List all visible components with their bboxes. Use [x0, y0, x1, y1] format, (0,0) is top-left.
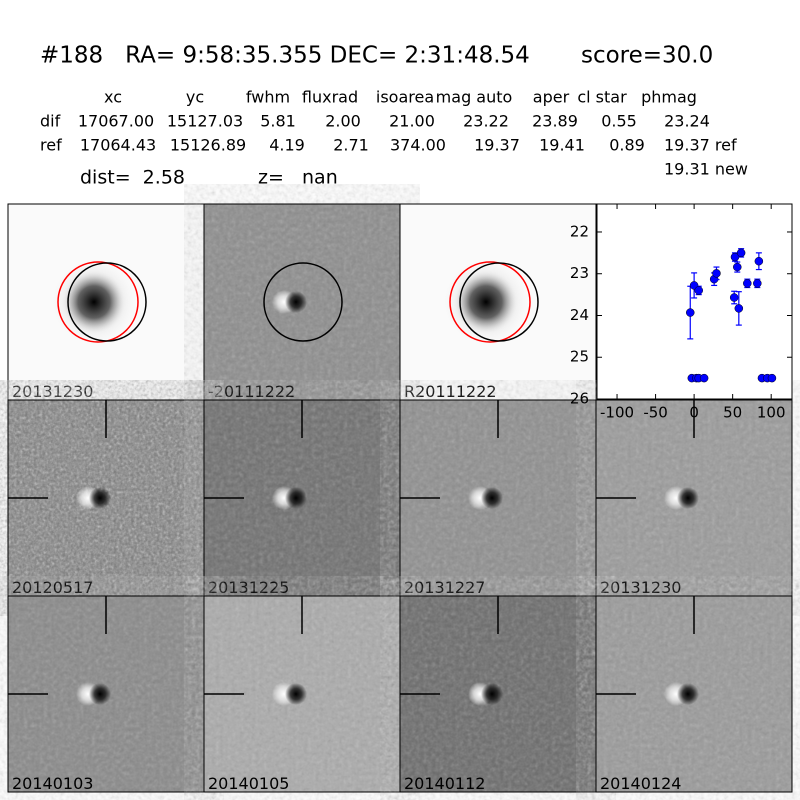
stamp: -20111222 [203, 203, 401, 401]
point [743, 279, 752, 288]
stamp: 20120517 [7, 399, 205, 597]
cell: 19.37 [474, 136, 520, 155]
column-header: phmag [641, 88, 697, 107]
stamp: 20140112 [399, 595, 597, 793]
stamp: 20140105 [203, 595, 401, 793]
stamp-label: 20131227 [404, 578, 485, 597]
cell: 23.89 [532, 112, 578, 131]
x-tick-label: -50 [643, 404, 668, 422]
x-tick-label: 100 [757, 404, 786, 422]
stamp: 20131227 [399, 399, 597, 597]
stamp-label: 20140124 [600, 774, 681, 793]
cell: 0.55 [601, 112, 637, 131]
stamp-label: 20140103 [12, 774, 93, 793]
row-label: dif [40, 112, 61, 131]
plot-area [596, 203, 793, 400]
dipole-negative [285, 291, 307, 313]
cell: 17067.00 [78, 112, 154, 131]
column-header: mag auto [436, 88, 513, 107]
aperture [263, 262, 343, 342]
stamp-label: -20111222 [208, 382, 295, 401]
red-aperture [449, 261, 531, 343]
y-tick-label: 25 [570, 348, 589, 366]
y-tick-label: 22 [570, 222, 589, 240]
source-halo [49, 257, 139, 347]
stamp-label: 20131230 [12, 382, 93, 401]
dipole-negative [677, 487, 699, 509]
stamp-label: 20131225 [208, 578, 289, 597]
column-header: xc [104, 88, 122, 107]
point [733, 262, 742, 272]
cell: 23.24 [664, 112, 710, 131]
stamp-label: 20140112 [404, 774, 485, 793]
dipole-negative [285, 683, 307, 705]
y-tick-label: 26 [570, 390, 589, 408]
dipole-negative [481, 683, 503, 705]
cell: 15126.89 [170, 136, 246, 155]
point [754, 256, 764, 266]
point [712, 269, 721, 278]
column-header: yc [186, 88, 204, 107]
cell: 4.19 [269, 136, 305, 155]
stamp-label: R20111222 [404, 382, 497, 401]
cell: 5.81 [260, 112, 296, 131]
black-aperture [67, 262, 147, 342]
stamp: R20111222 [399, 203, 597, 401]
row-label: ref [40, 136, 62, 155]
red-aperture [57, 261, 139, 343]
point [729, 293, 739, 302]
column-header: fluxrad [302, 88, 358, 107]
point [734, 304, 744, 313]
dipole-negative [481, 487, 503, 509]
y-tick-label: 24 [570, 306, 589, 324]
cell: 21.00 [389, 112, 435, 131]
column-header: isoarea [376, 88, 434, 107]
x-tick-label: 50 [723, 404, 742, 422]
x-tick-label: 0 [689, 404, 699, 422]
redshift: z= nan [258, 167, 338, 189]
x-tick-label: -100 [600, 404, 634, 422]
point [699, 373, 709, 383]
dipole-negative [89, 683, 111, 705]
cell: 15127.03 [167, 112, 243, 131]
stamp: 20131230 [595, 399, 793, 597]
cell: 17064.43 [80, 136, 156, 155]
cell: 19.37 ref [664, 136, 737, 155]
cell: 2.00 [325, 112, 361, 131]
column-header: fwhm [246, 88, 290, 107]
source-halo [441, 257, 531, 347]
stamp-label: 20140105 [208, 774, 289, 793]
cell: 374.00 [390, 136, 446, 155]
column-header: cl star [577, 88, 627, 107]
cell: 19.41 [539, 136, 585, 155]
dipole-negative [89, 487, 111, 509]
point [694, 286, 703, 295]
point [753, 279, 762, 288]
dipole-negative [677, 683, 699, 705]
point [767, 373, 777, 383]
phmag-new: 19.31 new [664, 160, 748, 179]
stamp: 20131225 [203, 399, 401, 597]
column-header: aper [533, 88, 570, 107]
title: #188 RA= 9:58:35.355 DEC= 2:31:48.54 sco… [40, 43, 713, 69]
cell: 23.22 [463, 112, 509, 131]
stamp: 20140124 [595, 595, 793, 793]
cell: 2.71 [333, 136, 369, 155]
stamp: 20140103 [7, 595, 205, 793]
black-aperture [459, 262, 539, 342]
stamp: 20131230 [7, 203, 205, 401]
cell: 0.89 [609, 136, 645, 155]
dipole-negative [285, 487, 307, 509]
stamp-label: 20131230 [600, 578, 681, 597]
stamp-frame [595, 595, 793, 793]
stamp-label: 20120517 [12, 578, 93, 597]
point [686, 308, 695, 317]
y-tick-label: 23 [570, 264, 589, 282]
point [736, 248, 746, 258]
dist: dist= 2.58 [80, 167, 185, 189]
